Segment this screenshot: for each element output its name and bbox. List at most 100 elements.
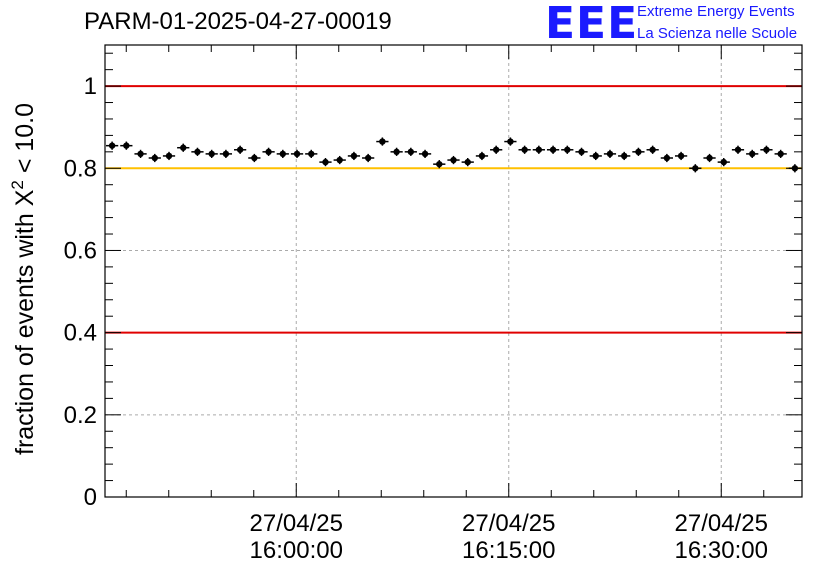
data-point	[205, 149, 218, 158]
data-point	[234, 145, 247, 154]
data-point	[290, 149, 304, 158]
y-tick-label: 0.2	[64, 402, 97, 429]
data-point	[689, 164, 702, 173]
data-point	[660, 153, 673, 163]
y-axis: 0 0.2 0.4 0.6 0.8 1	[64, 52, 802, 511]
point-marker	[592, 152, 599, 160]
data-point	[632, 147, 645, 156]
point-marker	[521, 146, 528, 153]
point-marker	[635, 148, 642, 156]
point-marker	[478, 152, 486, 160]
data-point	[475, 151, 489, 161]
data-point	[561, 145, 574, 154]
data-point	[362, 153, 375, 163]
point-marker	[436, 160, 443, 168]
point-marker	[492, 146, 500, 153]
y-tick-label: 0	[84, 484, 97, 511]
point-marker	[165, 152, 173, 160]
data-point	[191, 147, 204, 156]
data-point	[731, 145, 745, 154]
point-marker	[194, 148, 201, 156]
data-point	[546, 145, 560, 154]
point-marker	[251, 154, 258, 162]
y-tick-label: 0.4	[64, 320, 97, 347]
data-point	[106, 141, 119, 150]
point-marker	[421, 150, 429, 158]
x-tick-time: 16:15:00	[462, 537, 555, 564]
data-point	[433, 160, 446, 169]
data-points	[106, 137, 801, 173]
data-point	[262, 147, 275, 156]
point-marker	[720, 158, 727, 166]
point-marker	[620, 152, 628, 160]
data-point	[404, 147, 417, 156]
point-marker	[393, 148, 400, 156]
point-marker	[336, 156, 343, 164]
point-marker	[749, 150, 756, 158]
data-point	[717, 158, 730, 167]
data-point	[575, 147, 588, 156]
point-marker	[663, 154, 671, 162]
point-marker	[364, 154, 372, 162]
point-marker	[507, 138, 514, 145]
data-point	[162, 151, 176, 161]
point-marker	[535, 146, 543, 153]
point-marker	[578, 148, 585, 156]
point-marker	[549, 146, 557, 153]
data-point	[390, 147, 403, 156]
y-axis-label: fraction of events with X2 < 10.0	[8, 103, 39, 455]
data-point	[703, 153, 716, 163]
point-marker	[151, 154, 158, 162]
point-marker	[293, 150, 301, 158]
data-point	[120, 141, 133, 150]
point-marker	[777, 150, 784, 158]
point-marker	[279, 150, 287, 158]
grid	[105, 45, 802, 497]
point-marker	[763, 146, 770, 153]
data-point	[276, 149, 289, 158]
data-point	[418, 149, 432, 158]
data-point	[219, 149, 233, 158]
logo-mark: EEE	[545, 0, 639, 49]
point-marker	[322, 158, 329, 166]
data-point	[461, 158, 474, 167]
data-point	[618, 151, 631, 161]
data-point	[490, 145, 503, 154]
data-point	[589, 151, 602, 161]
point-marker	[649, 146, 656, 153]
point-marker	[123, 142, 130, 149]
data-point	[774, 149, 787, 158]
data-point	[646, 145, 659, 154]
point-marker	[464, 158, 471, 166]
eee-logo: EEE Extreme Energy Events La Scienza nel…	[545, 2, 835, 48]
data-point	[518, 145, 531, 154]
point-marker	[734, 146, 742, 153]
point-marker	[706, 154, 713, 162]
point-marker	[379, 138, 386, 145]
data-point	[760, 145, 773, 154]
data-point	[504, 137, 517, 146]
point-marker	[208, 150, 215, 158]
data-point	[177, 143, 190, 152]
point-marker	[108, 142, 116, 149]
data-point	[376, 137, 389, 146]
point-marker	[236, 146, 244, 153]
data-point	[603, 149, 617, 158]
point-marker	[692, 165, 699, 172]
data-point	[134, 149, 147, 158]
data-point	[305, 149, 318, 158]
point-marker	[450, 156, 457, 164]
x-tick-date: 27/04/25	[675, 510, 768, 537]
point-marker	[606, 150, 614, 158]
reference-lines	[105, 85, 802, 334]
point-marker	[180, 144, 187, 151]
x-tick-time: 16:00:00	[250, 537, 343, 564]
y-tick-label: 0.8	[64, 155, 97, 182]
x-tick-time: 16:30:00	[675, 537, 768, 564]
x-tick-date: 27/04/25	[250, 510, 343, 537]
point-marker	[677, 152, 685, 160]
point-marker	[564, 146, 571, 153]
logo-line-2: La Scienza nelle Scuole	[637, 25, 798, 42]
point-marker	[222, 150, 230, 158]
